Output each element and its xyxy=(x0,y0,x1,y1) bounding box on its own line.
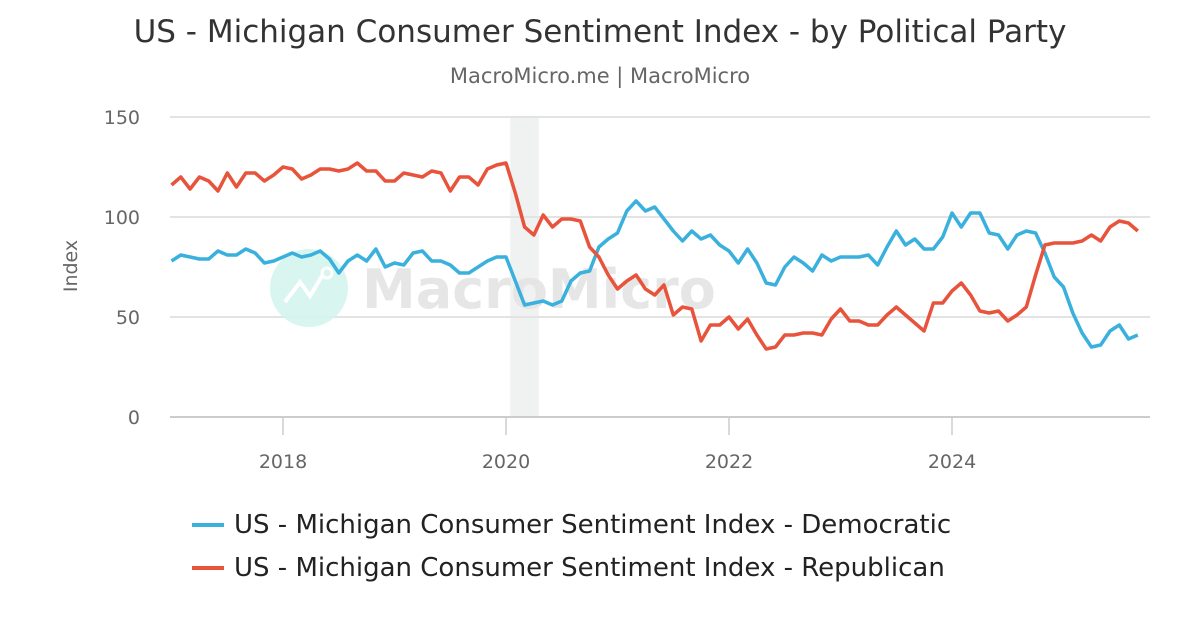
recession-shade xyxy=(510,117,539,417)
y-axis-label: Index xyxy=(60,240,82,292)
legend-item-republican[interactable]: US - Michigan Consumer Sentiment Index -… xyxy=(192,553,945,583)
series-line-republican xyxy=(170,161,1139,351)
y-tick-label: 0 xyxy=(128,407,140,429)
legend-item-democratic[interactable]: US - Michigan Consumer Sentiment Index -… xyxy=(192,510,951,540)
series-line-democratic xyxy=(170,199,1139,349)
x-tick-label: 2022 xyxy=(705,451,753,473)
watermark: MacroMicro xyxy=(270,249,716,327)
y-tick-label: 150 xyxy=(104,107,140,129)
legend-label: US - Michigan Consumer Sentiment Index -… xyxy=(234,553,945,583)
chart-subtitle: MacroMicro.me | MacroMicro xyxy=(449,64,751,88)
legend-label: US - Michigan Consumer Sentiment Index -… xyxy=(234,510,952,540)
legend-swatch-republican xyxy=(192,566,224,570)
x-tick-label: 2020 xyxy=(482,451,530,473)
x-tick-label: 2018 xyxy=(259,451,307,473)
x-tick-label: 2024 xyxy=(928,451,976,473)
legend-swatch-democratic xyxy=(192,523,224,527)
y-tick-label: 50 xyxy=(116,307,140,329)
chart-title: US - Michigan Consumer Sentiment Index -… xyxy=(133,14,1067,50)
watermark-text: MacroMicro xyxy=(362,258,716,321)
y-tick-label: 100 xyxy=(104,207,140,229)
